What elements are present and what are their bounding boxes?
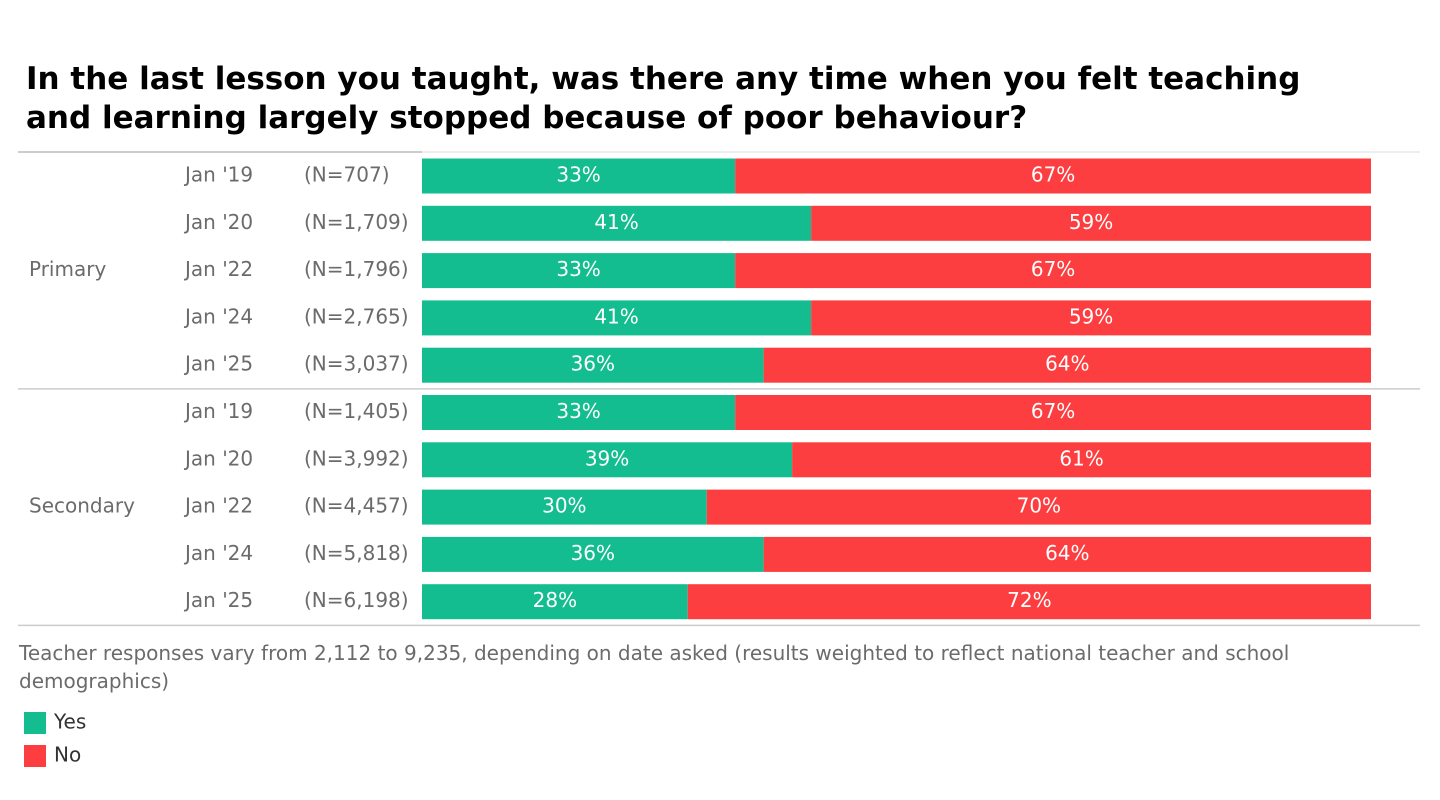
value-label: 33% [556, 257, 600, 281]
bar-segment [763, 347, 1371, 383]
sample-size-label: (N=2,765) [304, 304, 409, 328]
sample-size-label: (N=6,198) [304, 588, 409, 612]
value-label: 33% [556, 163, 600, 187]
value-label: 30% [542, 494, 586, 518]
value-label: 64% [1045, 541, 1089, 565]
sample-size-label: (N=4,457) [304, 494, 409, 518]
category-label: Jan '20 [183, 210, 253, 234]
value-label: 39% [585, 446, 629, 470]
category-label: Jan '24 [183, 304, 253, 328]
bar-segment [792, 442, 1371, 478]
value-label: 67% [1031, 163, 1075, 187]
category-label: Jan '24 [183, 541, 253, 565]
bar-segment [687, 584, 1371, 620]
value-label: 41% [594, 210, 638, 234]
bar-segment [735, 158, 1371, 194]
legend-swatch [24, 712, 46, 734]
value-label: 61% [1059, 446, 1103, 470]
value-label: 41% [594, 304, 638, 328]
value-label: 64% [1045, 352, 1089, 376]
value-label: 72% [1007, 588, 1051, 612]
bar-segment [811, 205, 1371, 241]
bar-segment [422, 300, 812, 336]
bar-segment [422, 347, 764, 383]
value-label: 59% [1069, 210, 1113, 234]
sample-size-label: (N=3,992) [304, 446, 409, 470]
sample-size-label: (N=1,709) [304, 210, 409, 234]
group-label: Primary [29, 257, 106, 281]
legend-label: Yes [53, 710, 86, 734]
value-label: 67% [1031, 399, 1075, 423]
category-label: Jan '25 [183, 588, 253, 612]
value-label: 70% [1017, 494, 1061, 518]
category-label: Jan '22 [183, 257, 253, 281]
bar-segment [735, 395, 1371, 430]
value-label: 28% [533, 588, 577, 612]
bar-segment [706, 489, 1371, 525]
value-label: 67% [1031, 257, 1075, 281]
category-label: Jan '19 [183, 163, 253, 187]
chart-title: In the last lesson you taught, was there… [26, 61, 1301, 136]
value-label: 33% [556, 399, 600, 423]
sample-size-label: (N=5,818) [304, 541, 409, 565]
legend-swatch [24, 745, 46, 767]
chart-note: Teacher responses vary from 2,112 to 9,2… [19, 641, 1290, 693]
bar-segment [422, 395, 736, 430]
bar-segment [422, 158, 736, 194]
sample-size-label: (N=1,405) [304, 399, 409, 423]
category-label: Jan '19 [183, 399, 253, 423]
bar-segment [422, 205, 812, 241]
value-label: 59% [1069, 304, 1113, 328]
bar-segment [422, 253, 736, 289]
bar-segment [422, 584, 688, 620]
bar-segment [763, 536, 1371, 572]
bar-segment [735, 253, 1371, 289]
value-label: 36% [571, 541, 615, 565]
value-label: 36% [571, 352, 615, 376]
bar-segment [811, 300, 1371, 336]
sample-size-label: (N=3,037) [304, 352, 409, 376]
category-label: Jan '20 [183, 446, 253, 470]
sample-size-label: (N=1,796) [304, 257, 409, 281]
legend-label: No [54, 743, 81, 767]
sample-size-label: (N=707) [304, 163, 390, 187]
category-label: Jan '22 [183, 494, 253, 518]
bar-segment [422, 536, 764, 572]
bar-segment [422, 442, 793, 478]
bar-segment [422, 489, 707, 525]
group-label: Secondary [29, 494, 135, 518]
category-label: Jan '25 [183, 352, 253, 376]
